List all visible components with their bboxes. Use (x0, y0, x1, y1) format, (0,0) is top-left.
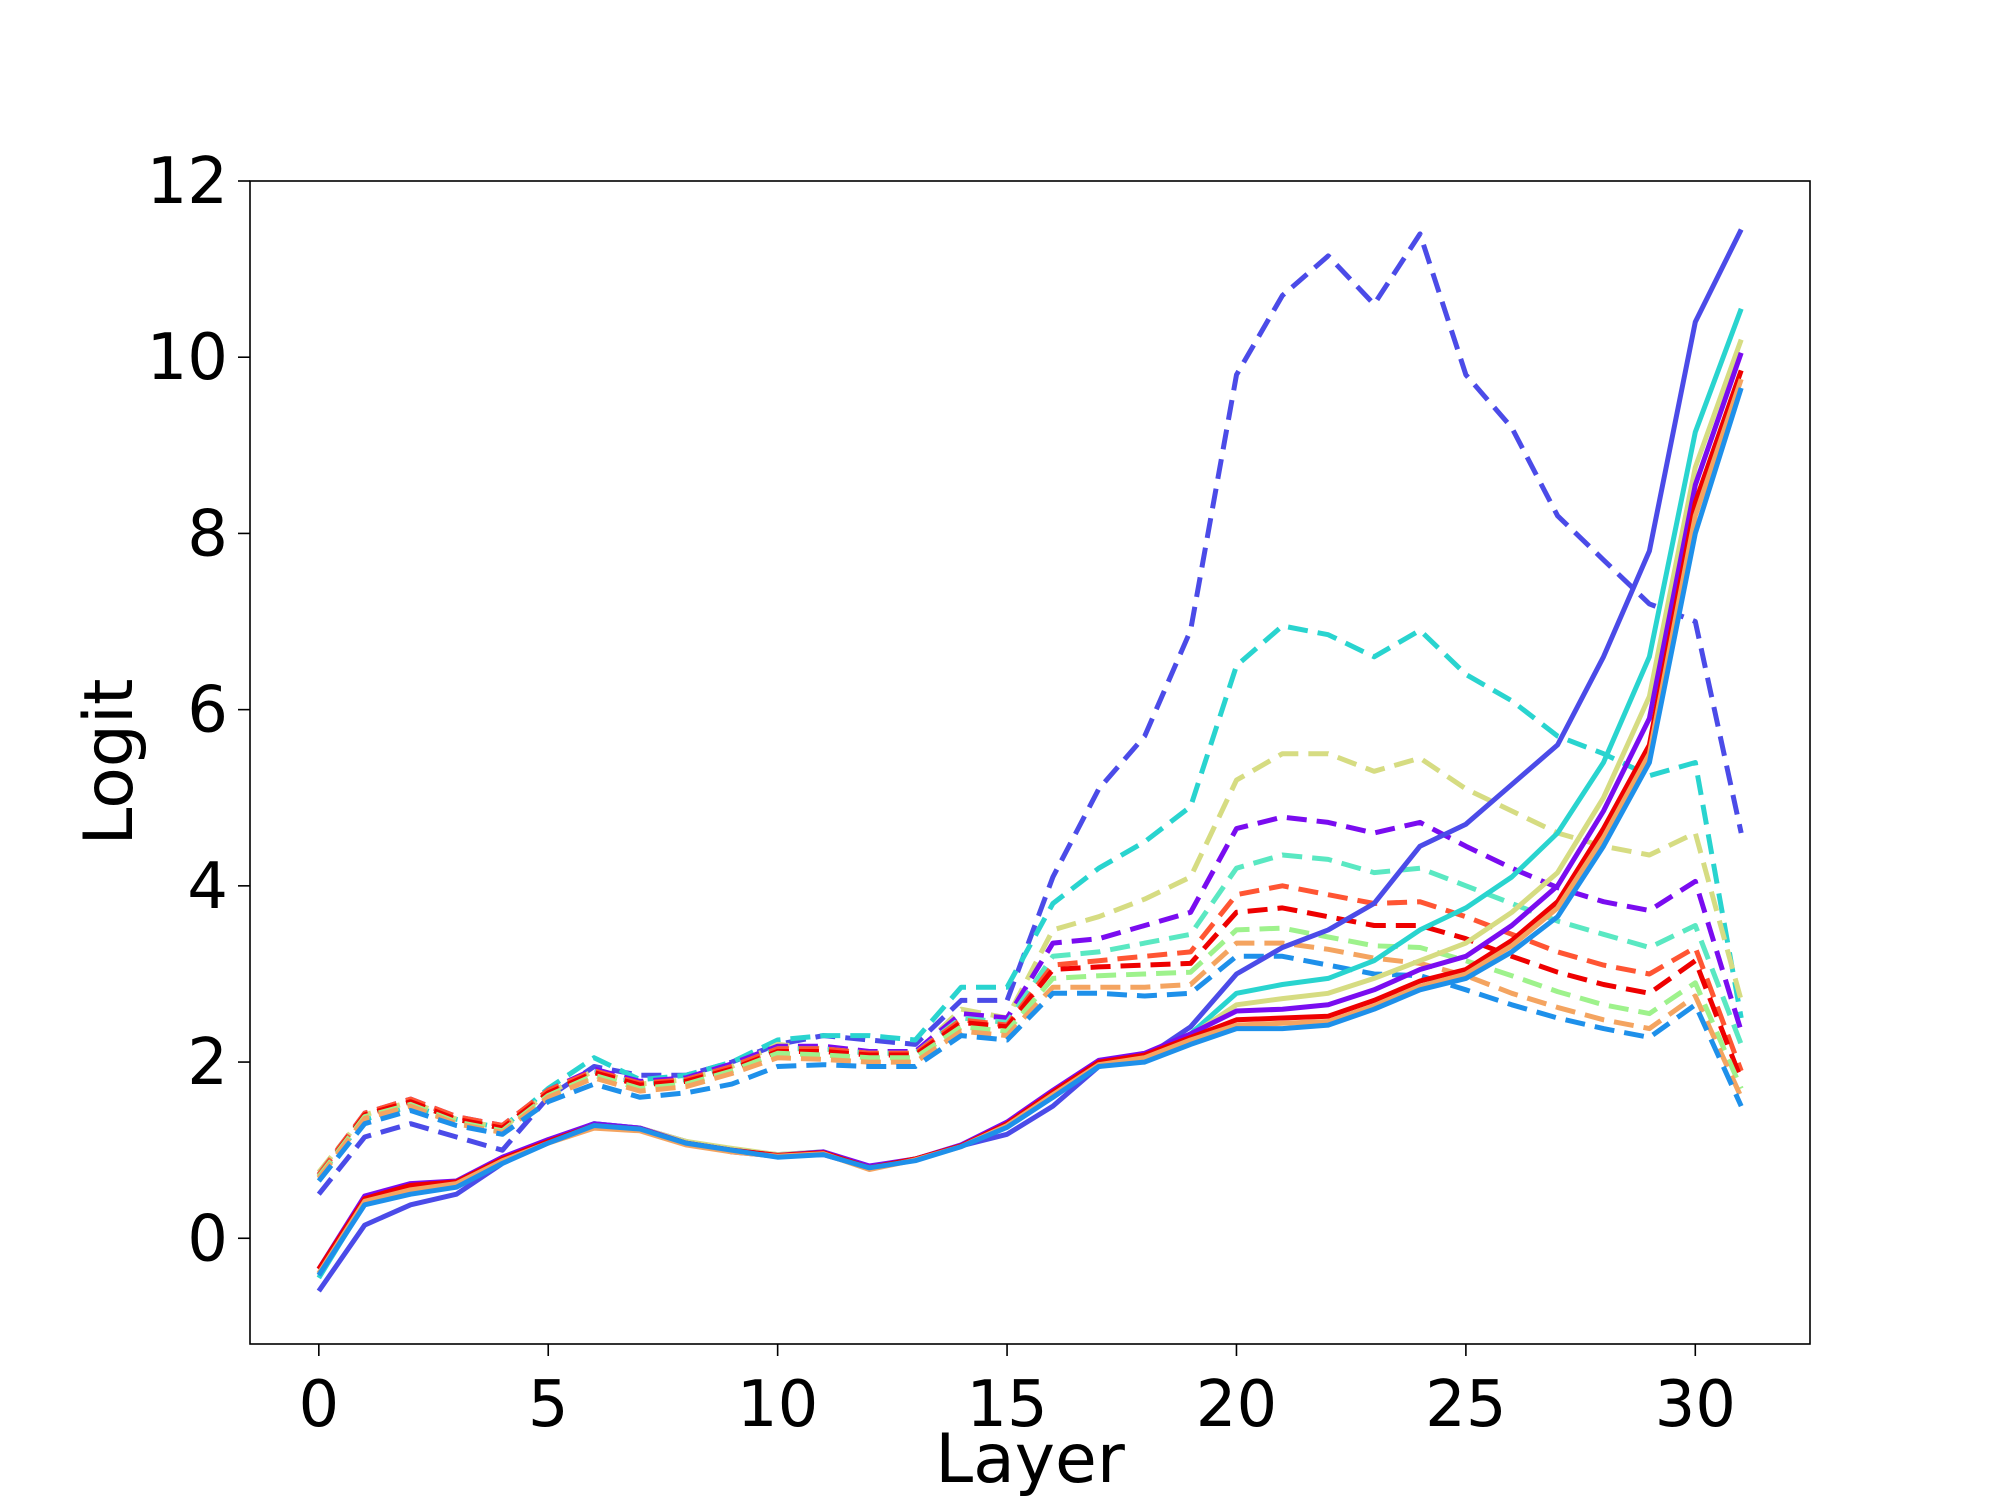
x-tick-label: 25 (1425, 1368, 1506, 1442)
y-tick-label: 12 (147, 145, 228, 219)
x-axis-label: Layer (935, 1420, 1125, 1499)
x-tick-label: 30 (1655, 1368, 1736, 1442)
x-tick-label: 10 (737, 1368, 818, 1442)
x-axis-ticks: 0 5 10 15 20 25 30 (298, 1344, 1736, 1442)
x-tick-label: 15 (966, 1368, 1047, 1442)
series-line-dashed-0 (316, 231, 1744, 1196)
series-line-dashed-9 (316, 953, 1744, 1183)
y-axis-ticks: 0 2 4 6 8 10 12 (147, 145, 250, 1276)
series-line-dashed-1 (316, 623, 1744, 1179)
x-tick-label: 20 (1196, 1368, 1277, 1442)
y-tick-label: 0 (187, 1202, 228, 1276)
y-axis-label: Logit (70, 678, 149, 845)
y-tick-label: 2 (187, 1026, 228, 1100)
series-layer (316, 228, 1744, 1293)
x-tick-label: 0 (298, 1368, 339, 1442)
y-tick-label: 8 (187, 497, 228, 571)
x-tick-label: 5 (528, 1368, 569, 1442)
series-line-dashed-8 (316, 940, 1744, 1180)
y-tick-label: 10 (147, 321, 228, 395)
plot-frame (249, 180, 1811, 1345)
y-tick-label: 6 (187, 674, 228, 748)
y-tick-label: 4 (187, 850, 228, 924)
series-line-solid-16 (316, 387, 1744, 1277)
